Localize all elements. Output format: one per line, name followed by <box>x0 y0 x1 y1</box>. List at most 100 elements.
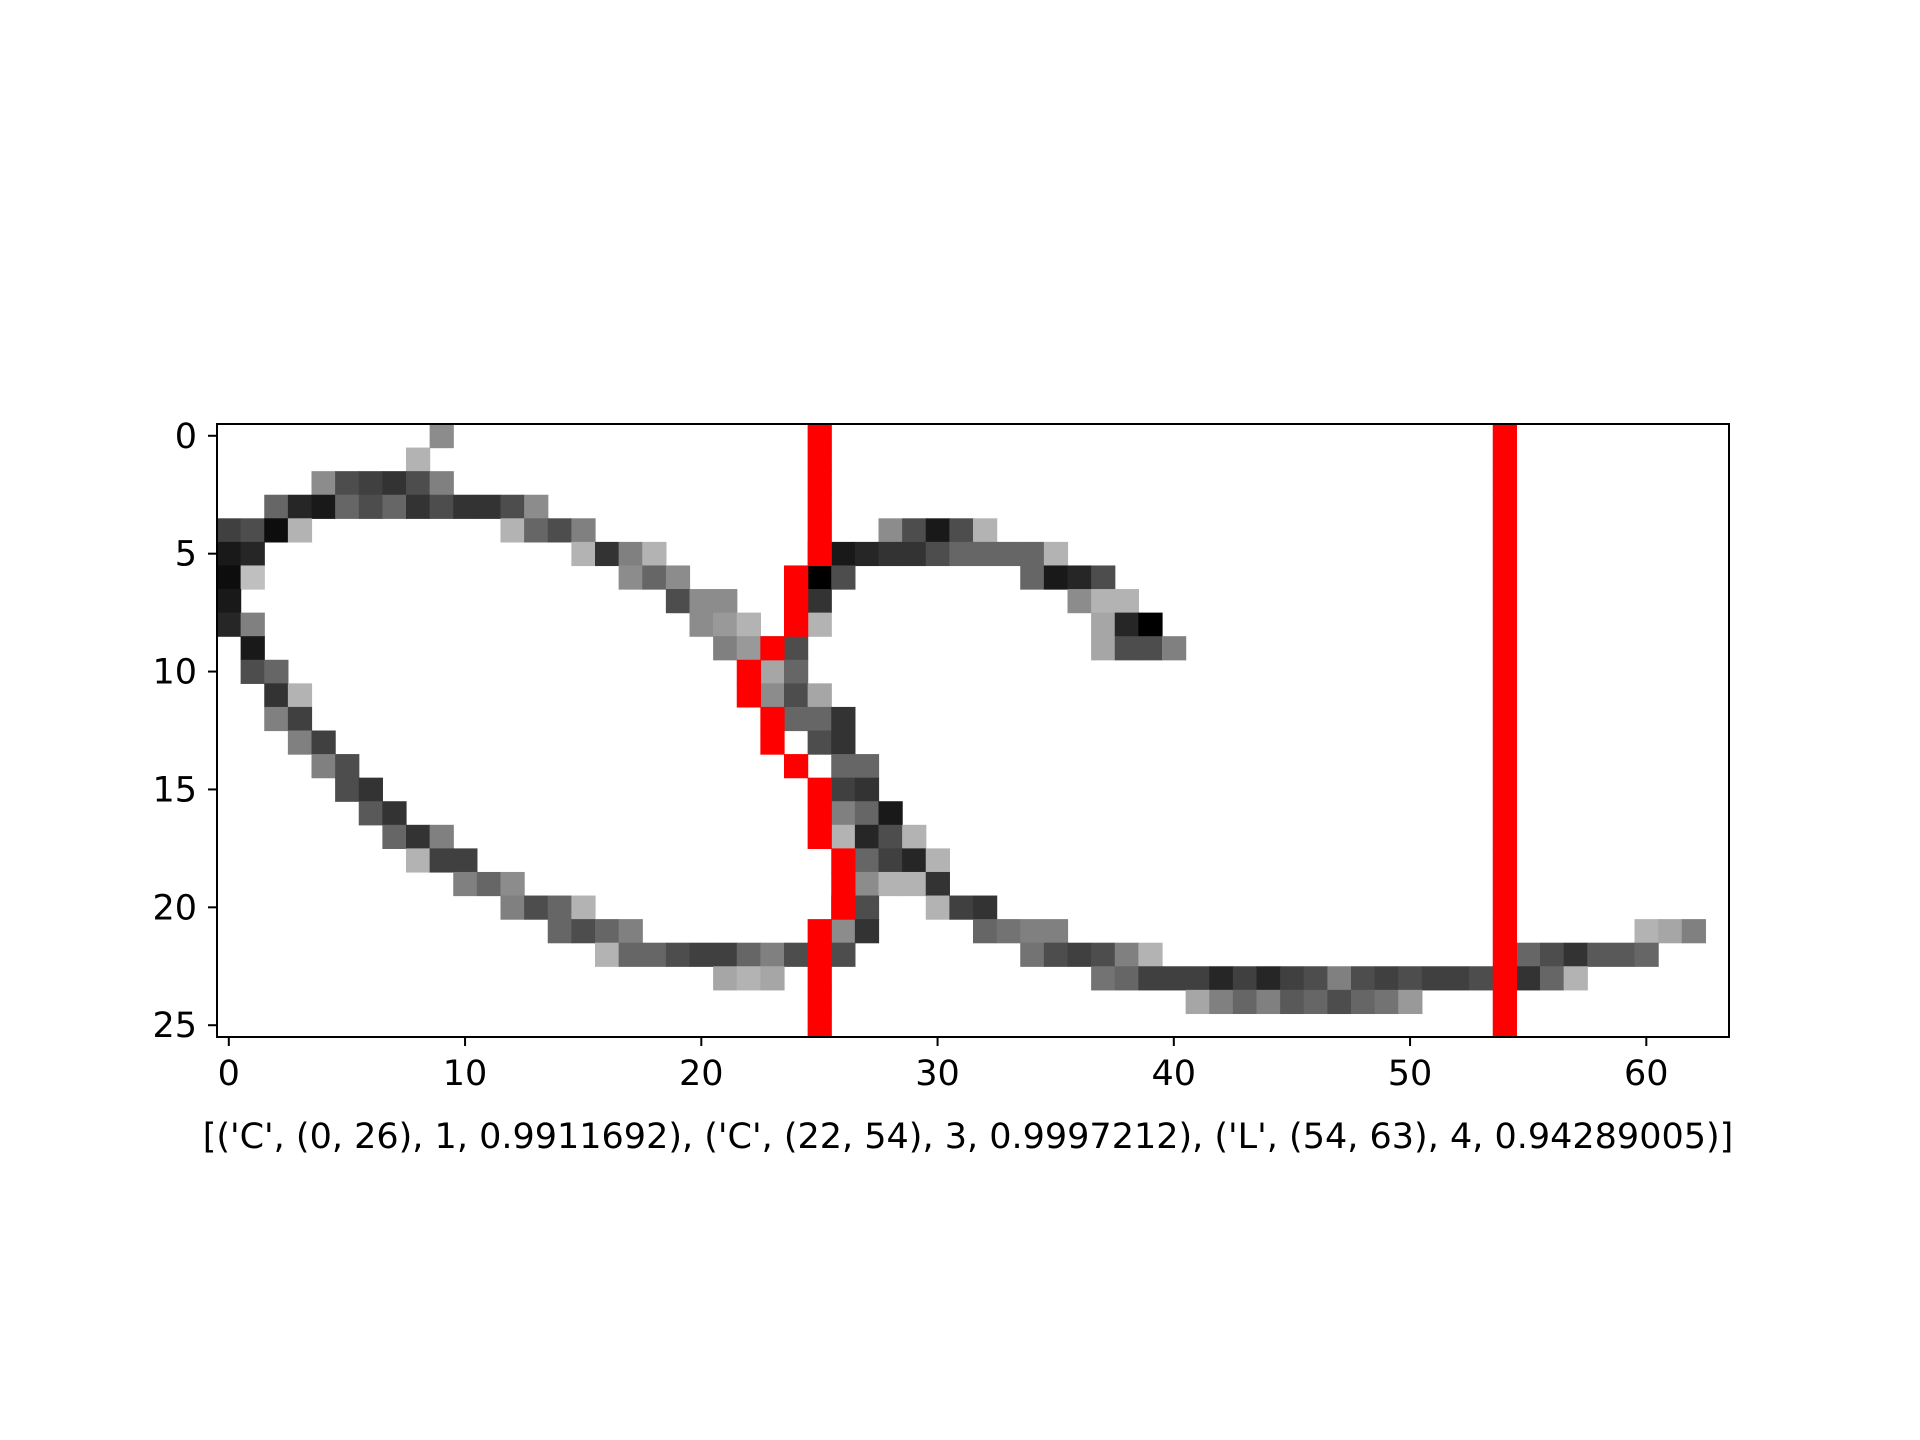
pixel-cell <box>642 541 667 567</box>
pixel-cell <box>358 801 383 826</box>
pixel-cell <box>358 777 383 802</box>
pixel-cell <box>1114 636 1139 661</box>
pixel-cell <box>854 541 880 567</box>
pixel-cell <box>642 565 667 590</box>
pixel-cell <box>406 848 431 873</box>
pixel-cell <box>1067 589 1092 614</box>
segment-pixel <box>807 494 832 519</box>
pixel-cell <box>618 541 643 567</box>
pixel-cell <box>571 518 596 543</box>
pixel-cell <box>264 494 289 519</box>
pixel-cell <box>1020 942 1045 967</box>
pixel-cell <box>595 919 620 944</box>
pixel-cell <box>665 942 691 967</box>
pixel-cell <box>1327 989 1352 1015</box>
pixel-cell <box>500 494 525 519</box>
pixel-cell <box>973 895 998 920</box>
pixel-cell <box>500 895 525 920</box>
pixel-cell <box>736 942 761 967</box>
y-tick-label: 25 <box>152 1006 197 1046</box>
segment-pixel <box>1492 919 1517 944</box>
pixel-cell <box>1043 541 1069 567</box>
pixel-cell <box>1185 989 1210 1015</box>
pixel-cell <box>1421 966 1447 991</box>
pixel-cell <box>571 541 596 567</box>
pixel-cell <box>665 589 691 614</box>
pixel-cell <box>1374 966 1399 991</box>
pixel-cell <box>807 612 832 637</box>
pixel-cell <box>1327 966 1352 991</box>
pixel-cell <box>736 636 761 661</box>
segment-pixel <box>831 848 856 873</box>
pixel-cell <box>1658 919 1683 944</box>
segment-pixel <box>1492 966 1517 991</box>
pixel-cell <box>713 612 738 637</box>
pixel-cell <box>500 518 525 543</box>
pixel-cell <box>854 848 880 873</box>
pixel-cell <box>287 730 313 755</box>
pixel-cell <box>831 801 856 826</box>
pixel-cell <box>595 541 620 567</box>
pixel-cell <box>335 471 360 496</box>
pixel-cell <box>854 824 880 849</box>
pixel-cell <box>1256 989 1281 1015</box>
pixel-cell <box>335 754 360 779</box>
pixel-cell <box>1398 989 1423 1015</box>
pixel-cell <box>1138 612 1163 637</box>
pixel-cell <box>1610 942 1636 967</box>
pixel-cell <box>1043 919 1069 944</box>
pixel-cell <box>760 966 785 991</box>
pixel-cell <box>618 565 643 590</box>
pixel-cell <box>406 824 431 849</box>
pixel-cell <box>1232 989 1258 1015</box>
pixel-cell <box>429 471 454 496</box>
pixel-cell <box>595 942 620 967</box>
pixel-cell <box>689 612 714 637</box>
plot-frame <box>216 423 1730 1038</box>
segment-pixel <box>807 966 832 991</box>
pixel-cell <box>547 895 572 920</box>
pixel-cell <box>713 966 738 991</box>
pixel-cell <box>1020 541 1045 567</box>
pixel-cell <box>1162 966 1187 991</box>
pixel-cell <box>831 565 856 590</box>
x-tick-label: 20 <box>679 1054 724 1094</box>
pixel-cell <box>1634 942 1659 967</box>
pixel-cell <box>1091 612 1116 637</box>
pixel-cell <box>287 683 313 708</box>
pixel-cell <box>807 565 832 590</box>
segment-pixel <box>1492 659 1517 684</box>
pixel-cell <box>264 659 289 684</box>
pixel-cell <box>854 871 880 897</box>
pixel-cell <box>1280 966 1305 991</box>
pixel-cell <box>382 494 407 519</box>
segment-pixel <box>807 824 832 849</box>
pixel-cell <box>1540 942 1565 967</box>
pixel-cell <box>1043 942 1069 967</box>
segment-pixel <box>1492 848 1517 873</box>
pixel-cell <box>973 518 998 543</box>
pixel-cell <box>784 683 809 708</box>
pixel-cell <box>831 919 856 944</box>
segment-pixel <box>1492 447 1517 472</box>
pixel-cell <box>476 494 502 519</box>
pixel-cell <box>713 636 738 661</box>
pixel-cell <box>902 824 927 849</box>
pixel-cell <box>1587 942 1612 967</box>
pixel-cell <box>713 942 738 967</box>
segment-pixel <box>784 565 809 590</box>
segment-pixel <box>1492 683 1517 708</box>
segment-pixel <box>831 871 856 897</box>
pixel-cell <box>1162 636 1187 661</box>
heatmap-image <box>217 424 1706 1015</box>
pixel-cell <box>524 895 549 920</box>
pixel-cell <box>311 494 336 519</box>
pixel-cell <box>240 565 265 590</box>
pixel-cell <box>571 895 596 920</box>
pixel-cell <box>996 541 1021 567</box>
pixel-cell <box>1020 565 1045 590</box>
pixel-cell <box>217 565 242 590</box>
pixel-cell <box>240 659 265 684</box>
segment-pixel <box>1492 541 1517 567</box>
pixel-cell <box>406 471 431 496</box>
